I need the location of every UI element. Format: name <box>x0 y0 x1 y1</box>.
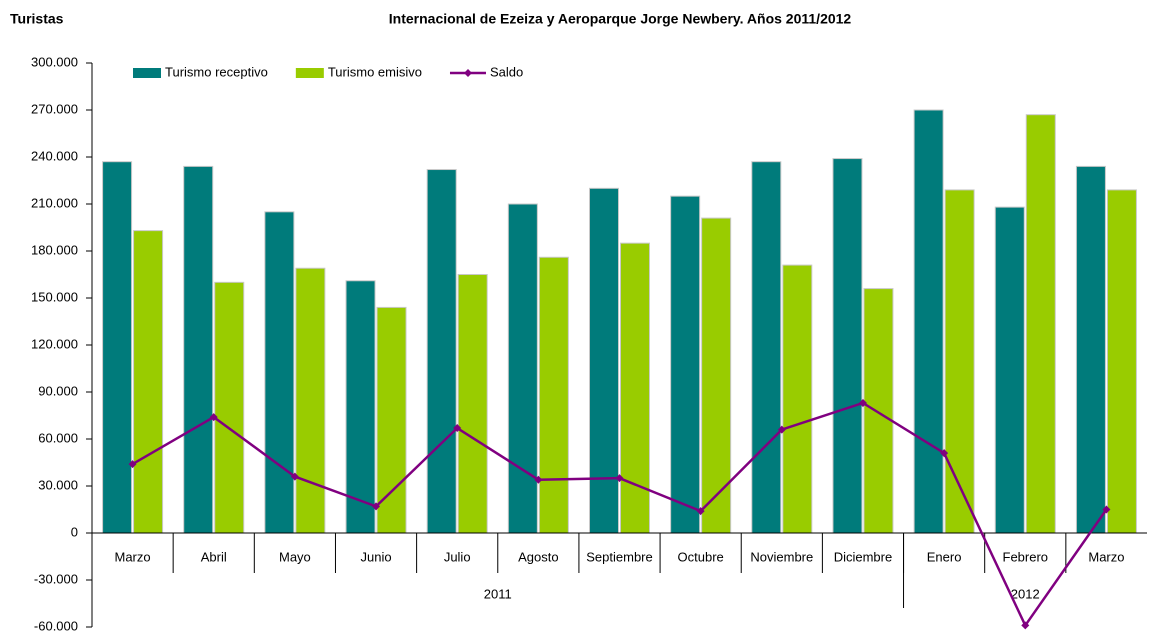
y-tick-label: 270.000 <box>31 101 78 116</box>
bar <box>782 264 813 534</box>
x-tick-label: Febrero <box>1003 549 1049 564</box>
bar <box>1106 189 1137 534</box>
line-marker <box>128 460 137 469</box>
x-tick-label: Abril <box>201 549 227 564</box>
y-tick-label: 240.000 <box>31 148 78 163</box>
legend-marker <box>463 69 472 77</box>
bar <box>944 189 975 534</box>
x-tick-label: Noviembre <box>750 549 813 564</box>
bar <box>1075 165 1106 534</box>
bar <box>376 306 407 534</box>
legend-label: Saldo <box>490 64 523 79</box>
legend-swatch <box>295 68 324 78</box>
bar <box>214 281 245 534</box>
bar <box>913 109 944 534</box>
bar <box>345 280 376 534</box>
line-marker <box>1102 505 1111 514</box>
bar <box>457 274 488 534</box>
line-marker <box>290 472 299 481</box>
line-marker <box>1021 621 1030 630</box>
line-marker <box>615 474 624 483</box>
x-tick-label: Diciembre <box>834 549 893 564</box>
line-marker <box>372 502 381 511</box>
y-tick-label: 60.000 <box>38 430 78 445</box>
bar <box>994 206 1025 534</box>
x-tick-label: Marzo <box>115 549 151 564</box>
bar <box>102 161 133 534</box>
y-tick-label: 150.000 <box>31 289 78 304</box>
line-marker <box>940 449 949 458</box>
bar <box>133 230 164 534</box>
group-label: 2012 <box>1011 586 1040 601</box>
y-tick-label: 210.000 <box>31 195 78 210</box>
y-tick-label: 0 <box>71 524 78 539</box>
bar <box>1025 114 1056 534</box>
bar <box>538 256 569 534</box>
bar <box>863 288 894 534</box>
bar <box>183 165 214 534</box>
x-tick-label: Mayo <box>279 549 311 564</box>
legend-label: Turismo receptivo <box>165 64 268 79</box>
x-tick-label: Julio <box>444 549 471 564</box>
x-tick-label: Agosto <box>518 549 558 564</box>
y-axis-label: Turistas <box>10 11 64 27</box>
chart-title: Internacional de Ezeiza y Aeroparque Jor… <box>389 11 852 27</box>
y-tick-label: -30.000 <box>34 571 78 586</box>
line-marker <box>209 413 218 422</box>
bar <box>701 217 732 534</box>
bar <box>670 195 701 534</box>
x-tick-label: Marzo <box>1088 549 1124 564</box>
bar <box>426 169 457 534</box>
legend-swatch <box>133 68 161 78</box>
group-label: 2011 <box>484 586 512 601</box>
y-tick-label: -60.000 <box>34 618 78 633</box>
line-marker <box>858 398 867 407</box>
bar <box>264 211 295 534</box>
bar <box>751 161 782 534</box>
x-tick-label: Junio <box>360 549 391 564</box>
bar <box>507 203 538 534</box>
y-tick-label: 30.000 <box>38 477 78 492</box>
y-tick-label: 180.000 <box>31 242 78 257</box>
y-tick-label: 120.000 <box>31 336 78 351</box>
line-marker <box>534 475 543 484</box>
bar <box>832 158 863 534</box>
y-tick-label: 300.000 <box>31 54 78 69</box>
legend-label: Turismo emisivo <box>328 64 422 79</box>
line-marker <box>777 425 786 434</box>
x-tick-label: Septiembre <box>586 549 652 564</box>
line-marker <box>696 507 705 516</box>
bar <box>589 187 619 534</box>
bar <box>295 267 326 534</box>
x-tick-label: Octubre <box>678 549 724 564</box>
x-tick-label: Enero <box>927 549 962 564</box>
line-marker <box>453 424 462 433</box>
y-tick-label: 90.000 <box>38 383 78 398</box>
